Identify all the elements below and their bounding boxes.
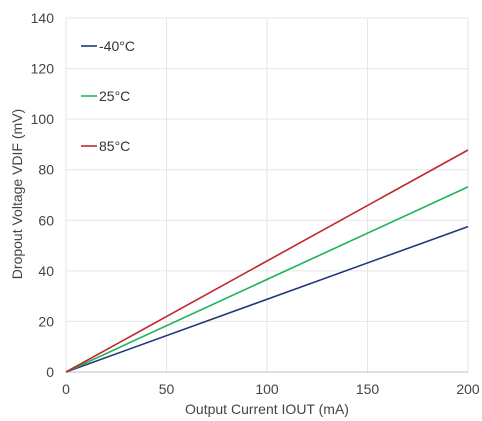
legend: -40°C 25°C 85°C	[81, 38, 135, 154]
y-tick-label: 80	[38, 162, 54, 178]
x-tick-label: 50	[159, 381, 175, 397]
y-tick-label: 40	[38, 263, 54, 279]
y-tick-label: 100	[31, 111, 55, 127]
x-tick-label: 150	[356, 381, 380, 397]
series-lines	[65, 149, 469, 373]
series-line-1	[65, 225, 469, 373]
legend-label: 25°C	[99, 88, 130, 104]
x-tick-label: 200	[456, 381, 480, 397]
x-tick-label: 0	[62, 381, 70, 397]
y-tick-label: 0	[46, 364, 54, 380]
legend-label: 85°C	[99, 138, 130, 154]
y-axis-title: Dropout Voltage VDIF (mV)	[9, 109, 25, 279]
y-tick-label: 140	[31, 10, 55, 26]
tick-labels: 0 20 40 60 80 100 120 140 0 50 100 150 200	[31, 10, 480, 397]
y-tick-label: 20	[38, 313, 54, 329]
legend-label: -40°C	[99, 38, 135, 54]
x-tick-label: 100	[255, 381, 279, 397]
grid	[65, 17, 469, 372]
y-tick-label: 60	[38, 212, 54, 228]
series-line-3	[65, 149, 469, 373]
x-axis-title: Output Current IOUT (mA)	[185, 401, 349, 417]
y-tick-label: 120	[31, 61, 55, 77]
series-line-2	[65, 186, 469, 373]
